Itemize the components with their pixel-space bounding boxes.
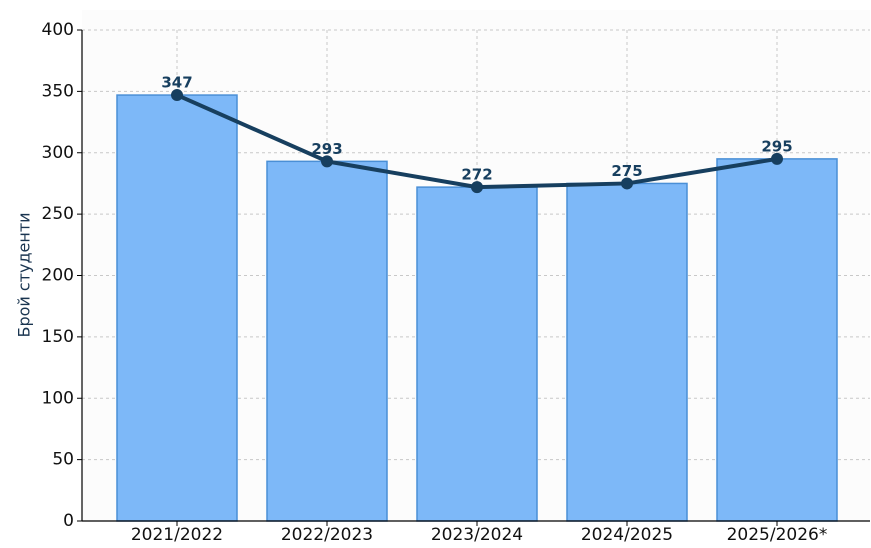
bar (566, 182, 688, 522)
point (171, 89, 183, 102)
x-tick-label: 2021/2022 (131, 525, 223, 545)
point (321, 155, 333, 168)
data-label: 293 (311, 140, 342, 158)
data-label: 295 (761, 137, 792, 155)
y-tick-label: 100 (42, 388, 74, 408)
y-tick-label: 400 (42, 20, 74, 40)
x-tick-label: 2022/2023 (281, 525, 373, 545)
y-tick-label: 200 (42, 266, 74, 286)
x-tick-label: 2024/2025 (581, 525, 673, 545)
y-axis-label: Брой студенти (15, 212, 34, 337)
point (471, 181, 483, 194)
y-tick-label: 0 (63, 511, 74, 531)
y-tick-label: 350 (42, 81, 74, 101)
x-tick-label: 2023/2024 (431, 525, 523, 545)
x-tick-label: 2025/2026* (727, 525, 828, 545)
y-tick-label: 150 (42, 327, 74, 347)
bar (416, 186, 538, 522)
bar (116, 94, 238, 522)
y-tick-label: 50 (52, 450, 74, 470)
point (771, 152, 783, 165)
data-label: 347 (161, 74, 192, 92)
data-label: 275 (611, 162, 642, 180)
y-tick-label: 250 (42, 204, 74, 224)
point (621, 177, 633, 190)
bar (266, 160, 388, 522)
y-tick-label: 300 (42, 143, 74, 163)
bar (716, 158, 838, 522)
data-label: 272 (461, 166, 492, 184)
